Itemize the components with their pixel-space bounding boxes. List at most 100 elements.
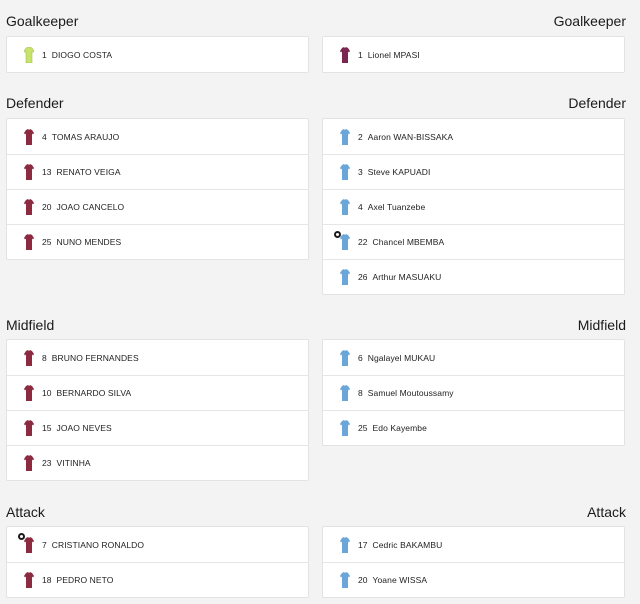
shirt-icon (24, 349, 34, 366)
away-midfield-list: 6 Ngalayel MUKAU 8 Samuel Moutoussamy 25… (322, 339, 625, 446)
player-row[interactable]: 13 RENATO VEIGA (7, 154, 308, 189)
section-title-attack-away: Attack (587, 504, 626, 520)
section-title-goalkeeper-away: Goalkeeper (553, 13, 626, 29)
player-row[interactable]: 1 DIOGO COSTA (7, 37, 308, 72)
player-number: 10 (42, 388, 52, 398)
player-name: Samuel Moutoussamy (367, 388, 454, 398)
player-row[interactable]: 20 JOAO CANCELO (7, 189, 308, 224)
home-goalkeeper-list: 1 DIOGO COSTA (6, 36, 309, 73)
player-name: TOMAS ARAUJO (51, 131, 120, 142)
player-row[interactable]: 26 Arthur MASUAKU (323, 259, 624, 294)
player-number: 18 (42, 575, 52, 585)
player-name: PEDRO NETO (56, 575, 114, 585)
player-number: 15 (42, 423, 52, 433)
player-number: 13 (42, 167, 52, 177)
player-row[interactable]: 15 JOAO NEVES (7, 410, 308, 445)
shirt-icon (340, 234, 350, 250)
shirt-icon (340, 164, 350, 180)
player-number: 17 (358, 539, 368, 550)
away-goalkeeper-list: 1 Lionel MPASI (322, 36, 625, 73)
section-title-goalkeeper-home: Goalkeeper (6, 13, 79, 29)
shirt-gk-icon (23, 46, 35, 63)
away-defender-list: 2 Aaron WAN-BISSAKA 3 Steve KAPUADI 4 Ax… (322, 118, 625, 295)
shirt-icon (340, 128, 350, 145)
player-number: 4 (358, 202, 363, 212)
captain-badge-icon (18, 533, 25, 540)
player-name: VITINHA (56, 458, 91, 468)
away-attack-list: 17 Cedric BAKAMBU 20 Yoane WISSA (322, 526, 625, 598)
player-name: Chancel MBEMBA (372, 237, 445, 247)
player-row[interactable]: 8 BRUNO FERNANDES (7, 340, 308, 375)
player-row[interactable]: 4 Axel Tuanzebe (323, 189, 624, 224)
player-name: Ngalayel MUKAU (367, 352, 436, 363)
player-row[interactable]: 6 Ngalayel MUKAU (323, 340, 624, 375)
section-title-attack-home: Attack (6, 504, 45, 520)
shirt-icon (340, 349, 350, 366)
shirt-icon (24, 455, 34, 471)
player-number: 1 (358, 49, 363, 60)
player-row[interactable]: 2 Aaron WAN-BISSAKA (323, 119, 624, 154)
shirt-icon (24, 164, 34, 180)
player-number: 22 (358, 237, 368, 247)
player-name: Edo Kayembe (372, 423, 427, 433)
player-name: BRUNO FERNANDES (51, 352, 139, 363)
player-name: NUNO MENDES (56, 237, 122, 247)
section-title-midfield-away: Midfield (577, 317, 626, 333)
player-number: 26 (358, 272, 368, 282)
shirt-icon (24, 385, 34, 401)
shirt-icon (340, 269, 350, 285)
shirt-icon (340, 199, 350, 215)
player-number: 4 (42, 131, 47, 142)
captain-badge-icon (334, 231, 341, 238)
player-row[interactable]: 23 VITINHA (7, 445, 308, 480)
player-name: Arthur MASUAKU (372, 272, 442, 282)
player-number: 20 (358, 575, 368, 585)
player-number: 23 (42, 458, 52, 468)
player-name: BERNARDO SILVA (56, 388, 132, 398)
player-name: Cedric BAKAMBU (372, 539, 443, 550)
shirt-icon (24, 420, 34, 436)
player-number: 25 (42, 237, 52, 247)
player-number: 2 (358, 131, 363, 142)
player-row[interactable]: 10 BERNARDO SILVA (7, 375, 308, 410)
player-name: Yoane WISSA (372, 575, 428, 585)
player-row[interactable]: 25 Edo Kayembe (323, 410, 624, 445)
section-title-defender-away: Defender (568, 95, 626, 111)
player-row[interactable]: 20 Yoane WISSA (323, 562, 624, 597)
shirt-icon (24, 199, 34, 215)
section-title-defender-home: Defender (6, 95, 64, 111)
shirt-icon (340, 572, 350, 588)
player-row[interactable]: 22 Chancel MBEMBA (323, 224, 624, 259)
player-name: JOAO NEVES (56, 423, 112, 433)
player-number: 1 (42, 49, 47, 60)
player-row[interactable]: 3 Steve KAPUADI (323, 154, 624, 189)
shirt-icon (24, 234, 34, 250)
player-number: 8 (42, 352, 47, 363)
player-row[interactable]: 1 Lionel MPASI (323, 37, 624, 72)
section-title-midfield-home: Midfield (6, 317, 55, 333)
player-row[interactable]: 18 PEDRO NETO (7, 562, 308, 597)
player-row[interactable]: 17 Cedric BAKAMBU (323, 527, 624, 562)
player-name: DIOGO COSTA (51, 49, 113, 60)
player-number: 20 (42, 202, 52, 212)
player-row[interactable]: 4 TOMAS ARAUJO (7, 119, 308, 154)
player-name: Steve KAPUADI (367, 167, 431, 177)
player-name: Lionel MPASI (367, 49, 420, 60)
shirt-icon (340, 536, 350, 553)
player-number: 8 (358, 388, 363, 398)
shirt-icon (340, 420, 350, 436)
player-name: Axel Tuanzebe (367, 202, 426, 212)
player-number: 25 (358, 423, 368, 433)
player-name: CRISTIANO RONALDO (51, 539, 145, 550)
player-row[interactable]: 25 NUNO MENDES (7, 224, 308, 259)
home-defender-list: 4 TOMAS ARAUJO 13 RENATO VEIGA 20 JOAO C… (6, 118, 309, 260)
player-name: Aaron WAN-BISSAKA (367, 131, 454, 142)
player-name: JOAO CANCELO (56, 202, 125, 212)
player-row[interactable]: 7 CRISTIANO RONALDO (7, 527, 308, 562)
player-row[interactable]: 8 Samuel Moutoussamy (323, 375, 624, 410)
shirt-icon (340, 385, 350, 401)
player-name: RENATO VEIGA (56, 167, 121, 177)
home-midfield-list: 8 BRUNO FERNANDES 10 BERNARDO SILVA 15 J… (6, 339, 309, 481)
home-attack-list: 7 CRISTIANO RONALDO 18 PEDRO NETO (6, 526, 309, 598)
shirt-icon (24, 128, 34, 145)
